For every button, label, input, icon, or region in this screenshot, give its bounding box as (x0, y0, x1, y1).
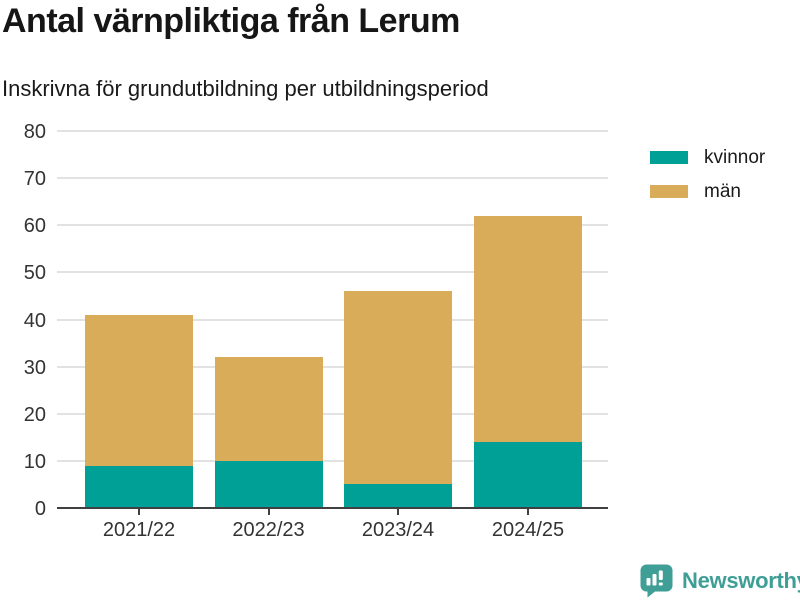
bar-chart-speech-bubble-icon (640, 564, 673, 598)
gridline-30 (57, 365, 608, 368)
x-tick-label-2023/24: 2023/24 (361, 519, 435, 541)
y-tick-label-0: 0 (34, 498, 46, 520)
x-tick-label-2024/25: 2024/25 (491, 519, 565, 541)
bar-segment-kvinnor-2022/23 (214, 460, 323, 508)
x-tick-2022/23 (267, 508, 270, 515)
chart-title: Antal värnpliktiga från Lerum (2, 2, 460, 40)
y-tick-label-80: 80 (23, 121, 46, 143)
legend-swatch-kvinnor (650, 151, 688, 164)
chart-subtitle: Inskrivna för grundutbildning per utbild… (2, 76, 489, 101)
bar-segment-män-2022/23 (214, 357, 323, 461)
gridline-50 (57, 271, 608, 274)
x-tick-2021/22 (138, 508, 140, 515)
y-tick-label-20: 20 (23, 403, 46, 426)
bar-segment-kvinnor-2023/24 (344, 484, 452, 508)
gridline-10 (57, 459, 608, 462)
brand-name: Newsworthy (682, 568, 800, 593)
gridline-60 (57, 224, 608, 227)
y-tick-label-60: 60 (23, 215, 46, 238)
legend-label-kvinnor: kvinnor (704, 147, 766, 168)
gridline-80 (57, 130, 608, 132)
legend-swatch-man (650, 185, 688, 198)
bar-segment-män-2021/22 (85, 314, 193, 466)
y-tick-label-70: 70 (23, 168, 46, 191)
y-tick-label-40: 40 (23, 309, 46, 332)
x-tick-label-2021/22: 2021/22 (102, 519, 176, 541)
y-tick-label-10: 10 (23, 450, 46, 473)
legend-item-man: män (650, 182, 765, 201)
x-tick-2023/24 (397, 508, 399, 515)
gridline-20 (57, 412, 608, 415)
y-tick-label-30: 30 (23, 356, 46, 379)
bar-chart-plot-area (57, 130, 608, 515)
legend-label-man: män (704, 181, 741, 202)
legend-item-kvinnor: kvinnor (650, 148, 765, 167)
legend: kvinnor män (650, 148, 765, 201)
gridline-40 (57, 318, 608, 321)
x-tick-label-2022/23: 2022/23 (232, 519, 305, 541)
y-axis-labels: 0 10 20 30 40 50 60 70 80 (0, 122, 46, 519)
bar-segment-kvinnor-2021/22 (85, 465, 193, 508)
gridline-70 (57, 177, 608, 180)
brand-footer: Newsworthy (640, 564, 800, 598)
bar-segment-män-2024/25 (474, 215, 582, 443)
x-tick-2024/25 (527, 508, 529, 515)
bar-segment-kvinnor-2024/25 (474, 442, 582, 508)
y-tick-label-50: 50 (23, 262, 46, 285)
bar-segment-män-2023/24 (344, 291, 452, 485)
x-axis-line (57, 507, 608, 509)
